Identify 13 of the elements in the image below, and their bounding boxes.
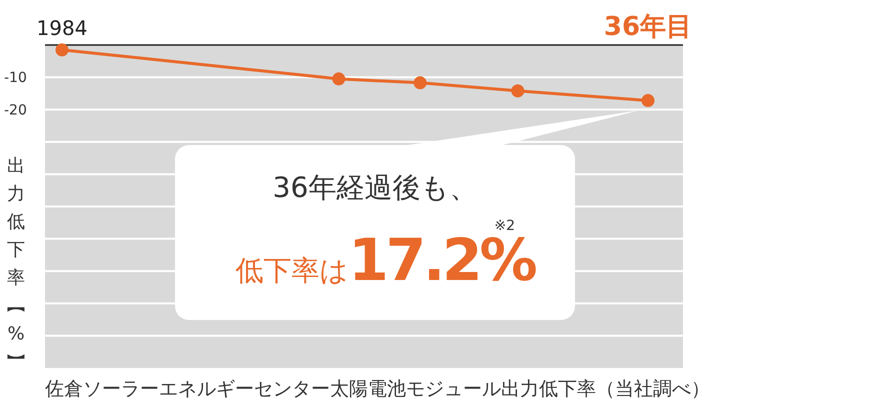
- y-axis-title: 出力低下率【%】: [4, 155, 26, 370]
- point: [332, 72, 346, 86]
- x-tick-label: 36年目: [604, 12, 692, 42]
- x-tick-label: 1984: [36, 16, 88, 40]
- point: [56, 43, 68, 56]
- annotation: 低下率は: [235, 254, 348, 287]
- y-tick-label: -10: [4, 70, 27, 86]
- point: [511, 84, 524, 98]
- text: 佐倉ソーラーエネルギーセンター太陽電池モジュール出力低下率（当社調べ）: [45, 378, 710, 400]
- annotation: 36年経過後も、: [272, 171, 478, 204]
- point: [642, 94, 654, 108]
- point: [414, 76, 427, 90]
- y-tick-label: -20: [4, 102, 27, 118]
